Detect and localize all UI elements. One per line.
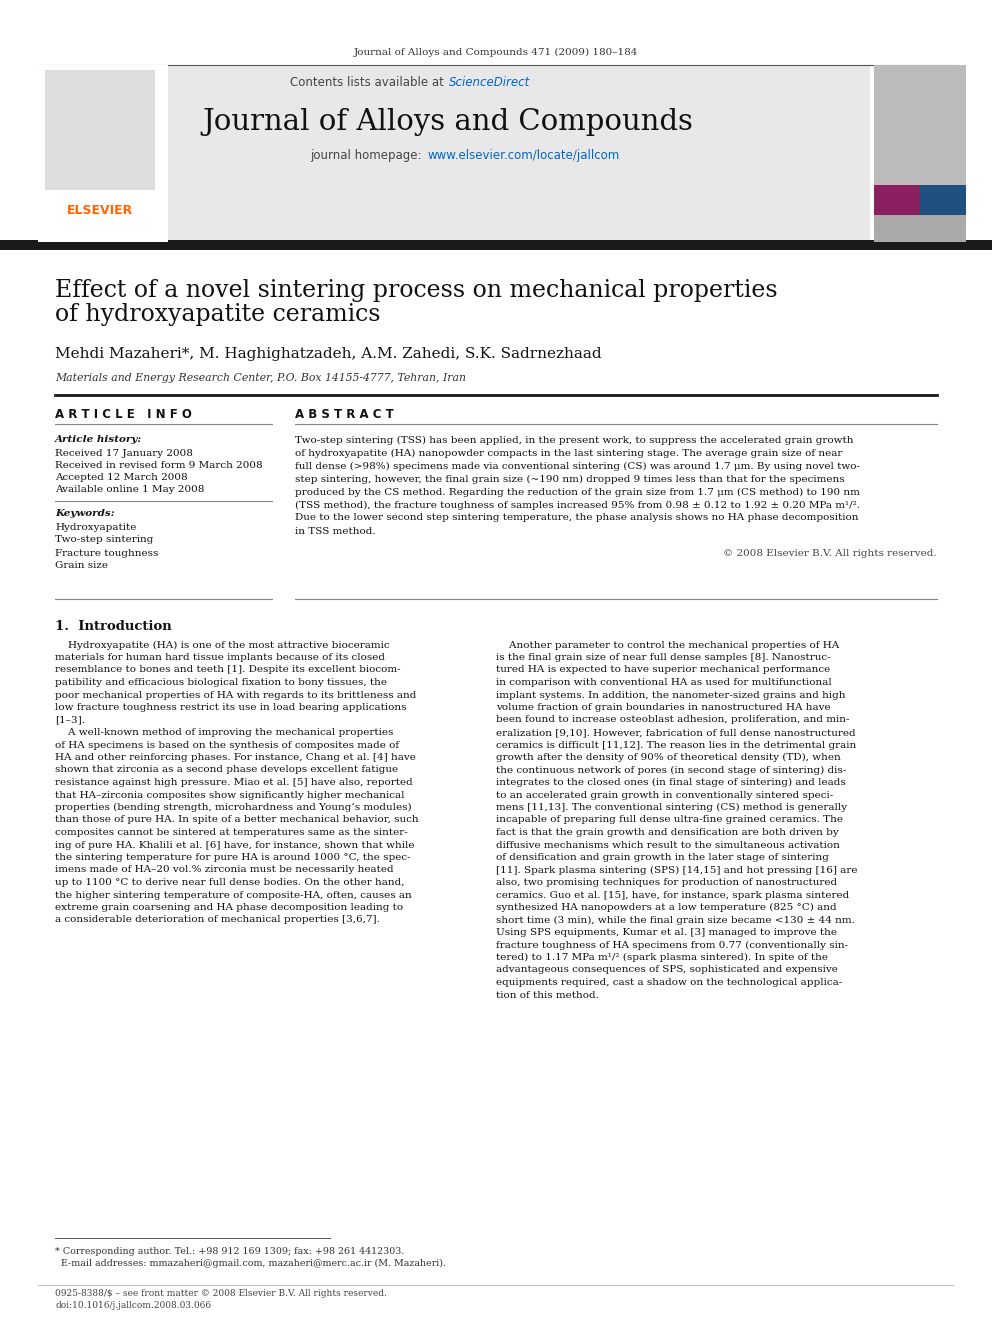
- Bar: [38, 65, 168, 242]
- Text: up to 1100 °C to derive near full dense bodies. On the other hand,: up to 1100 °C to derive near full dense …: [55, 878, 405, 886]
- Text: Grain size: Grain size: [55, 561, 108, 570]
- Text: implant systems. In addition, the nanometer-sized grains and high: implant systems. In addition, the nanome…: [496, 691, 845, 700]
- Text: a considerable deterioration of mechanical properties [3,6,7].: a considerable deterioration of mechanic…: [55, 916, 380, 925]
- Bar: [0, 239, 992, 250]
- Text: Keywords:: Keywords:: [55, 509, 115, 519]
- Text: Using SPS equipments, Kumar et al. [3] managed to improve the: Using SPS equipments, Kumar et al. [3] m…: [496, 927, 837, 937]
- Text: resemblance to bones and teeth [1]. Despite its excellent biocom-: resemblance to bones and teeth [1]. Desp…: [55, 665, 401, 675]
- Text: Hydroxyapatite: Hydroxyapatite: [55, 523, 136, 532]
- Text: full dense (>98%) specimens made via conventional sintering (CS) was around 1.7 : full dense (>98%) specimens made via con…: [295, 462, 860, 471]
- Text: patibility and efficacious biological fixation to bony tissues, the: patibility and efficacious biological fi…: [55, 677, 387, 687]
- Text: eralization [9,10]. However, fabrication of full dense nanostructured: eralization [9,10]. However, fabrication…: [496, 728, 856, 737]
- Text: low fracture toughness restrict its use in load bearing applications: low fracture toughness restrict its use …: [55, 703, 407, 712]
- Text: the higher sintering temperature of composite-HA, often, causes an: the higher sintering temperature of comp…: [55, 890, 412, 900]
- Text: Due to the lower second step sintering temperature, the phase analysis shows no : Due to the lower second step sintering t…: [295, 513, 858, 523]
- Text: tion of this method.: tion of this method.: [496, 991, 599, 999]
- Text: poor mechanical properties of HA with regards to its brittleness and: poor mechanical properties of HA with re…: [55, 691, 417, 700]
- Text: E-mail addresses: mmazaheri@gmail.com, mazaheri@merc.ac.ir (M. Mazaheri).: E-mail addresses: mmazaheri@gmail.com, m…: [55, 1258, 446, 1267]
- Text: 0925-8388/$ – see front matter © 2008 Elsevier B.V. All rights reserved.: 0925-8388/$ – see front matter © 2008 El…: [55, 1289, 387, 1298]
- Text: advantageous consequences of SPS, sophisticated and expensive: advantageous consequences of SPS, sophis…: [496, 966, 838, 975]
- Bar: [874, 185, 920, 216]
- Text: ceramics. Guo et al. [15], have, for instance, spark plasma sintered: ceramics. Guo et al. [15], have, for ins…: [496, 890, 849, 900]
- Text: A B S T R A C T: A B S T R A C T: [295, 409, 394, 422]
- Text: Hydroxyapatite (HA) is one of the most attractive bioceramic: Hydroxyapatite (HA) is one of the most a…: [55, 640, 390, 650]
- Text: ScienceDirect: ScienceDirect: [449, 77, 531, 90]
- Text: ceramics is difficult [11,12]. The reason lies in the detrimental grain: ceramics is difficult [11,12]. The reaso…: [496, 741, 856, 750]
- Text: Another parameter to control the mechanical properties of HA: Another parameter to control the mechani…: [496, 640, 839, 650]
- Text: the continuous network of pores (in second stage of sintering) dis-: the continuous network of pores (in seco…: [496, 766, 846, 774]
- Text: tured HA is expected to have superior mechanical performance: tured HA is expected to have superior me…: [496, 665, 830, 675]
- Text: growth after the density of 90% of theoretical density (TD), when: growth after the density of 90% of theor…: [496, 753, 841, 762]
- Bar: [38, 65, 870, 242]
- Text: volume fraction of grain boundaries in nanostructured HA have: volume fraction of grain boundaries in n…: [496, 703, 830, 712]
- Text: of hydroxyapatite (HA) nanopowder compacts in the last sintering stage. The aver: of hydroxyapatite (HA) nanopowder compac…: [295, 448, 842, 458]
- Text: 1.  Introduction: 1. Introduction: [55, 620, 172, 634]
- Text: to an accelerated grain growth in conventionally sintered speci-: to an accelerated grain growth in conven…: [496, 791, 833, 799]
- Text: [1–3].: [1–3].: [55, 716, 85, 725]
- Text: step sintering, however, the final grain size (~190 nm) dropped 9 times less tha: step sintering, however, the final grain…: [295, 475, 844, 484]
- Text: in comparison with conventional HA as used for multifunctional: in comparison with conventional HA as us…: [496, 677, 831, 687]
- Text: Materials and Energy Research Center, P.O. Box 14155-4777, Tehran, Iran: Materials and Energy Research Center, P.…: [55, 373, 466, 382]
- Text: Journal of Alloys and Compounds 471 (2009) 180–184: Journal of Alloys and Compounds 471 (200…: [354, 48, 638, 57]
- Text: Available online 1 May 2008: Available online 1 May 2008: [55, 486, 204, 495]
- Text: A well-known method of improving the mechanical properties: A well-known method of improving the mec…: [55, 728, 394, 737]
- Text: also, two promising techniques for production of nanostructured: also, two promising techniques for produ…: [496, 878, 837, 886]
- Text: Fracture toughness: Fracture toughness: [55, 549, 159, 557]
- Text: integrates to the closed ones (in final stage of sintering) and leads: integrates to the closed ones (in final …: [496, 778, 846, 787]
- Text: properties (bending strength, microhardness and Young’s modules): properties (bending strength, microhardn…: [55, 803, 412, 812]
- Text: synthesized HA nanopowders at a low temperature (825 °C) and: synthesized HA nanopowders at a low temp…: [496, 902, 836, 912]
- Text: diffusive mechanisms which result to the simultaneous activation: diffusive mechanisms which result to the…: [496, 840, 840, 849]
- Text: materials for human hard tissue implants because of its closed: materials for human hard tissue implants…: [55, 654, 385, 662]
- Text: Mehdi Mazaheri*, M. Haghighatzadeh, A.M. Zahedi, S.K. Sadrnezhaad: Mehdi Mazaheri*, M. Haghighatzadeh, A.M.…: [55, 347, 601, 361]
- Text: of hydroxyapatite ceramics: of hydroxyapatite ceramics: [55, 303, 381, 327]
- Text: resistance against high pressure. Miao et al. [5] have also, reported: resistance against high pressure. Miao e…: [55, 778, 413, 787]
- Text: tered) to 1.17 MPa m¹/² (spark plasma sintered). In spite of the: tered) to 1.17 MPa m¹/² (spark plasma si…: [496, 953, 828, 962]
- Text: HA and other reinforcing phases. For instance, Chang et al. [4] have: HA and other reinforcing phases. For ins…: [55, 753, 416, 762]
- Bar: [45, 70, 155, 191]
- Text: fact is that the grain growth and densification are both driven by: fact is that the grain growth and densif…: [496, 828, 839, 837]
- Text: of densification and grain growth in the later stage of sintering: of densification and grain growth in the…: [496, 853, 829, 863]
- Text: mens [11,13]. The conventional sintering (CS) method is generally: mens [11,13]. The conventional sintering…: [496, 803, 847, 812]
- Text: in TSS method.: in TSS method.: [295, 527, 376, 536]
- Text: than those of pure HA. In spite of a better mechanical behavior, such: than those of pure HA. In spite of a bet…: [55, 815, 419, 824]
- Text: of HA specimens is based on the synthesis of composites made of: of HA specimens is based on the synthesi…: [55, 741, 399, 750]
- Text: that HA–zirconia composites show significantly higher mechanical: that HA–zirconia composites show signifi…: [55, 791, 405, 799]
- Text: composites cannot be sintered at temperatures same as the sinter-: composites cannot be sintered at tempera…: [55, 828, 408, 837]
- Text: Two-step sintering (TSS) has been applied, in the present work, to suppress the : Two-step sintering (TSS) has been applie…: [295, 435, 853, 445]
- Text: shown that zirconia as a second phase develops excellent fatigue: shown that zirconia as a second phase de…: [55, 766, 398, 774]
- Text: Accepted 12 March 2008: Accepted 12 March 2008: [55, 474, 187, 483]
- Text: © 2008 Elsevier B.V. All rights reserved.: © 2008 Elsevier B.V. All rights reserved…: [723, 549, 937, 558]
- Text: extreme grain coarsening and HA phase decomposition leading to: extreme grain coarsening and HA phase de…: [55, 904, 403, 912]
- Text: incapable of preparing full dense ultra-fine grained ceramics. The: incapable of preparing full dense ultra-…: [496, 815, 843, 824]
- Text: A R T I C L E   I N F O: A R T I C L E I N F O: [55, 409, 191, 422]
- Text: journal homepage:: journal homepage:: [310, 148, 426, 161]
- Text: Journal of Alloys and Compounds: Journal of Alloys and Compounds: [202, 108, 693, 136]
- Bar: [874, 65, 966, 185]
- Text: produced by the CS method. Regarding the reduction of the grain size from 1.7 μm: produced by the CS method. Regarding the…: [295, 487, 860, 496]
- Text: ing of pure HA. Khalili et al. [6] have, for instance, shown that while: ing of pure HA. Khalili et al. [6] have,…: [55, 840, 415, 849]
- Text: fracture toughness of HA specimens from 0.77 (conventionally sin-: fracture toughness of HA specimens from …: [496, 941, 848, 950]
- Text: Effect of a novel sintering process on mechanical properties: Effect of a novel sintering process on m…: [55, 279, 778, 302]
- Text: imens made of HA–20 vol.% zirconia must be necessarily heated: imens made of HA–20 vol.% zirconia must …: [55, 865, 394, 875]
- Bar: [874, 65, 966, 242]
- Text: [11]. Spark plasma sintering (SPS) [14,15] and hot pressing [16] are: [11]. Spark plasma sintering (SPS) [14,1…: [496, 865, 857, 875]
- Text: www.elsevier.com/locate/jallcom: www.elsevier.com/locate/jallcom: [428, 148, 620, 161]
- Text: Two-step sintering: Two-step sintering: [55, 536, 154, 545]
- Text: been found to increase osteoblast adhesion, proliferation, and min-: been found to increase osteoblast adhesi…: [496, 716, 849, 725]
- Text: Received 17 January 2008: Received 17 January 2008: [55, 450, 192, 459]
- Text: (TSS method), the fracture toughness of samples increased 95% from 0.98 ± 0.12 t: (TSS method), the fracture toughness of …: [295, 500, 860, 509]
- Text: Contents lists available at: Contents lists available at: [291, 77, 448, 90]
- Text: * Corresponding author. Tel.: +98 912 169 1309; fax: +98 261 4412303.: * Corresponding author. Tel.: +98 912 16…: [55, 1246, 405, 1256]
- Text: equipments required, cast a shadow on the technological applica-: equipments required, cast a shadow on th…: [496, 978, 842, 987]
- Bar: [920, 185, 966, 216]
- Text: ELSEVIER: ELSEVIER: [66, 204, 133, 217]
- Text: short time (3 min), while the final grain size became <130 ± 44 nm.: short time (3 min), while the final grai…: [496, 916, 855, 925]
- Text: Received in revised form 9 March 2008: Received in revised form 9 March 2008: [55, 462, 263, 471]
- Text: is the final grain size of near full dense samples [8]. Nanostruc-: is the final grain size of near full den…: [496, 654, 830, 662]
- Text: doi:10.1016/j.jallcom.2008.03.066: doi:10.1016/j.jallcom.2008.03.066: [55, 1301, 211, 1310]
- Text: Article history:: Article history:: [55, 435, 142, 445]
- Text: the sintering temperature for pure HA is around 1000 °C, the spec-: the sintering temperature for pure HA is…: [55, 853, 411, 863]
